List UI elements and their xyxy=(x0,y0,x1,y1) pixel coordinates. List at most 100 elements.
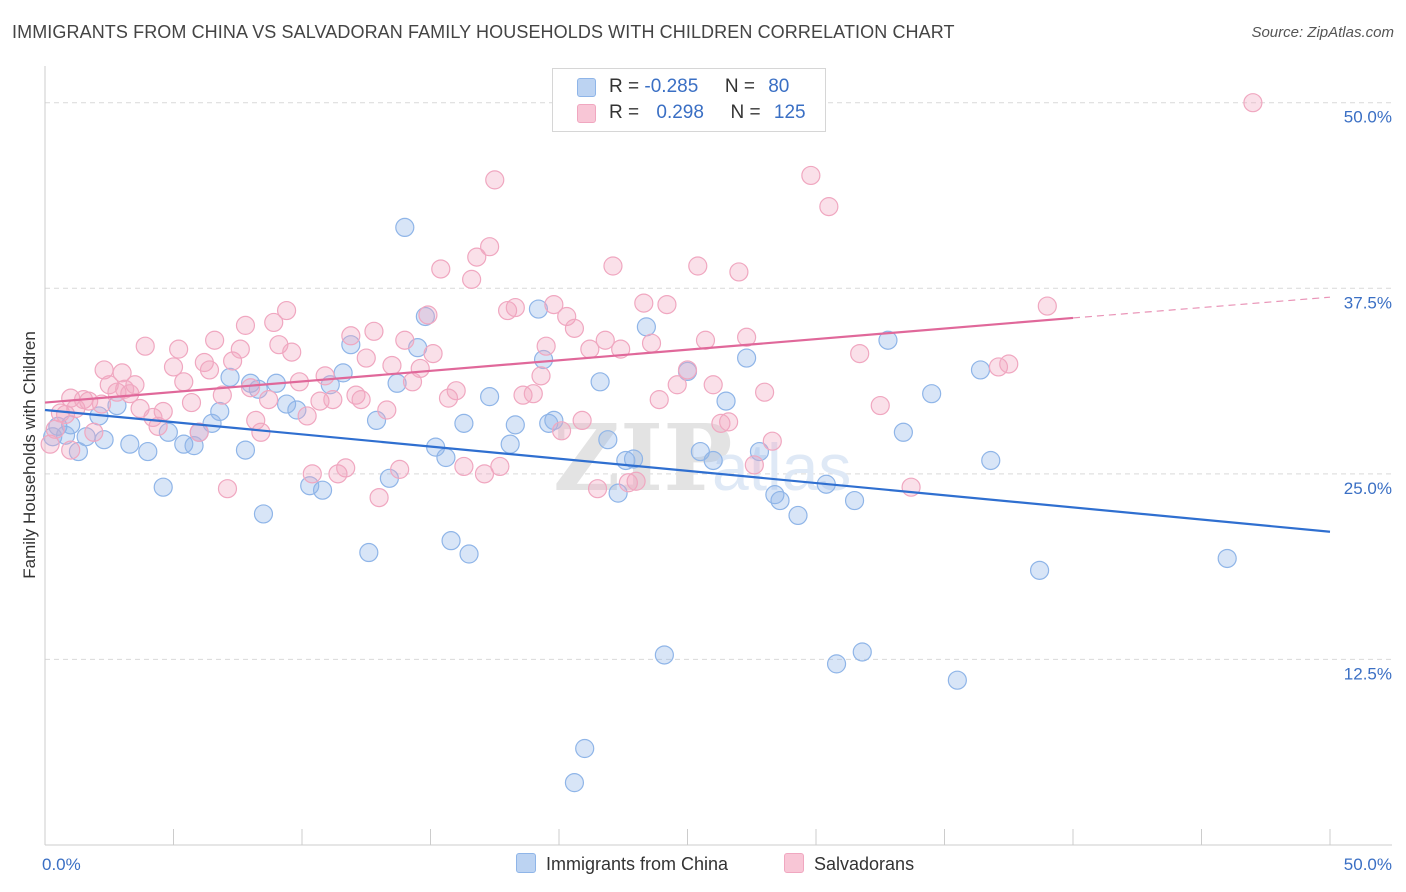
salvadoran-point xyxy=(531,366,551,386)
salvadoran-point xyxy=(351,390,371,410)
chart-title: IMMIGRANTS FROM CHINA VS SALVADORAN FAMI… xyxy=(12,22,955,42)
china-point xyxy=(590,372,610,392)
salvadoran-point xyxy=(189,422,209,442)
china-point xyxy=(1217,548,1237,569)
china-point xyxy=(300,476,320,496)
china-point xyxy=(480,387,500,407)
china-point xyxy=(623,449,644,469)
china-point xyxy=(366,410,387,430)
salvadoran-point xyxy=(480,237,500,257)
china-point xyxy=(598,430,618,450)
china-point xyxy=(253,504,274,524)
salvadoran-point xyxy=(454,456,474,477)
salvadoran-point xyxy=(99,375,119,395)
salvadoran-point xyxy=(382,355,402,376)
salvadoran-point xyxy=(801,165,821,186)
china-point xyxy=(654,645,674,665)
salvadoran-point xyxy=(703,375,723,395)
n-label: N = xyxy=(730,102,761,123)
salvadoran-point xyxy=(719,412,739,432)
salvadoran-point xyxy=(498,300,518,321)
salvadoran-point xyxy=(297,406,317,426)
salvadoran-point xyxy=(438,388,459,408)
salvadoran-point xyxy=(641,333,662,353)
salvadoran-point xyxy=(235,315,256,335)
china-point xyxy=(235,440,256,460)
legend-item-salvadorans[interactable]: Salvadorans xyxy=(784,853,914,875)
salvadoran-point xyxy=(369,488,389,508)
salvadoran-point xyxy=(536,336,556,356)
legend-swatch-china xyxy=(577,78,596,97)
salvadoran-point xyxy=(181,392,202,413)
china-point xyxy=(241,373,261,393)
china-point xyxy=(981,450,1001,471)
salvadoran-point xyxy=(695,330,716,350)
n-label: N = xyxy=(724,76,755,97)
salvadoran-point xyxy=(199,360,220,380)
salvadoran-point xyxy=(649,390,669,410)
salvadoran-trend-line xyxy=(44,316,1074,404)
salvadoran-point xyxy=(264,312,284,333)
china-point xyxy=(359,542,379,563)
y-tick-label: 12.5% xyxy=(1344,664,1392,683)
legend-item-china[interactable]: Immigrants from China xyxy=(516,853,728,875)
china-point xyxy=(826,654,847,674)
salvadoran-point xyxy=(744,455,764,475)
salvadoran-point xyxy=(572,410,592,430)
salvadoran-point xyxy=(611,339,631,359)
salvadoran-point xyxy=(557,306,577,327)
salvadoran-point xyxy=(377,400,397,420)
legend-label-china: Immigrants from China xyxy=(546,854,729,874)
data-points xyxy=(40,93,1263,793)
trend-lines xyxy=(44,296,1331,533)
salvadoran-point xyxy=(505,297,525,318)
salvadoran-point xyxy=(223,351,243,371)
salvadoran-point xyxy=(870,395,890,416)
salvadoran-point xyxy=(418,305,438,325)
salvadoran-point xyxy=(762,431,782,451)
salvadoran-point xyxy=(523,384,543,404)
china-point xyxy=(1029,560,1050,580)
salvadoran-point xyxy=(125,375,145,395)
salvadoran-point xyxy=(467,247,487,267)
salvadoran-point xyxy=(634,293,654,313)
salvadoran-point xyxy=(91,394,112,414)
salvadoran-point xyxy=(711,413,731,433)
salvadoran-point xyxy=(251,422,271,442)
salvadoran-point xyxy=(564,318,585,338)
x-tick-labels: 0.0% 50.0% xyxy=(42,855,1392,874)
china-point xyxy=(765,485,785,505)
salvadoran-point xyxy=(323,390,343,410)
r-label: R = xyxy=(609,102,640,123)
china-point xyxy=(947,670,967,690)
salvadoran-point xyxy=(431,259,451,279)
legend-swatch-salvadorans xyxy=(577,104,596,123)
legend-swatch-salvadorans xyxy=(784,853,804,873)
salvadoran-point xyxy=(999,354,1019,374)
china-point xyxy=(505,415,525,435)
china-point xyxy=(138,441,158,462)
china-point xyxy=(441,531,461,551)
china-point xyxy=(703,450,723,471)
salvadoran-point xyxy=(390,459,410,479)
salvadoran-point xyxy=(364,321,384,341)
salvadoran-point xyxy=(356,348,376,368)
salvadoran-point xyxy=(40,434,60,454)
salvadoran-point xyxy=(174,372,194,392)
china-point xyxy=(788,505,808,526)
salvadoran-point xyxy=(135,336,155,356)
china-point xyxy=(94,430,114,450)
salvadoran-point xyxy=(282,342,302,362)
axes xyxy=(44,66,1392,846)
y-tick-label: 50.0% xyxy=(1344,108,1392,127)
china-point xyxy=(276,394,297,414)
salvadoran-point xyxy=(850,343,870,364)
salvadoran-point xyxy=(120,384,140,404)
salvadoran-point xyxy=(595,330,615,350)
salvadoran-point xyxy=(205,330,225,350)
salvadoran-point xyxy=(587,479,608,499)
source-label: Source: ZipAtlas.com xyxy=(1251,24,1394,41)
salvadoran-point xyxy=(212,385,232,405)
china-point xyxy=(970,360,991,380)
